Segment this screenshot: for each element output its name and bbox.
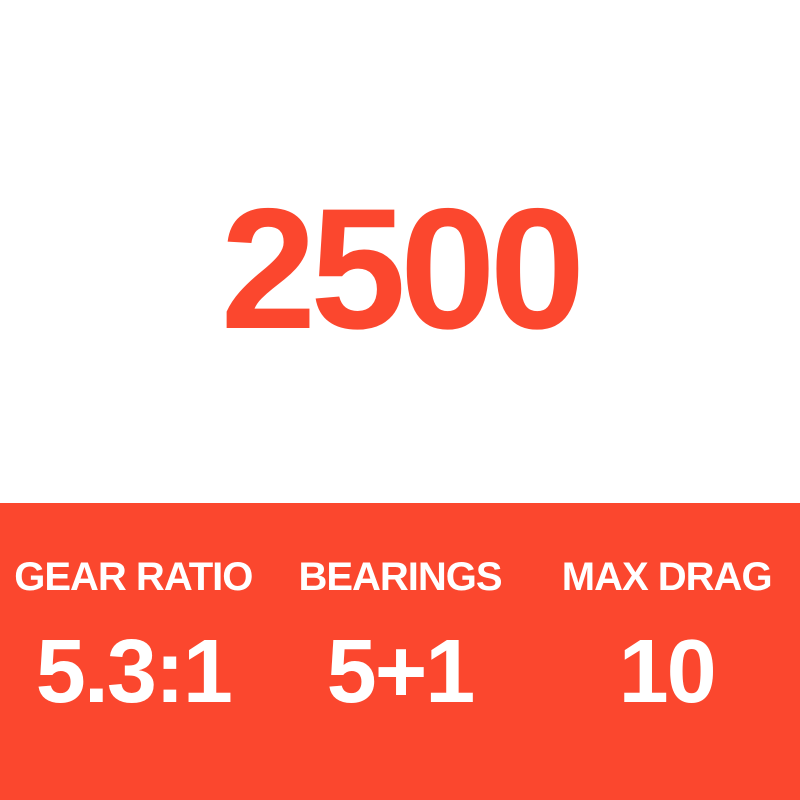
gear-ratio-value: 5.3:1 bbox=[35, 622, 233, 722]
bearings-label: BEARINGS bbox=[298, 555, 502, 599]
gear-ratio-label: GEAR RATIO bbox=[14, 555, 253, 599]
max-drag-value: 10 bbox=[618, 622, 717, 722]
bearings-value: 5+1 bbox=[326, 622, 476, 722]
max-drag-label: MAX DRAG bbox=[561, 555, 773, 599]
spec-col-gear-ratio: GEAR RATIO 5.3:1 bbox=[0, 503, 267, 800]
spec-col-bearings: BEARINGS 5+1 bbox=[267, 503, 534, 800]
model-number: 2500 bbox=[220, 173, 586, 365]
spec-col-max-drag: MAX DRAG 10 bbox=[533, 503, 800, 800]
spec-banner: GEAR RATIO 5.3:1 BEARINGS 5+1 MAX DRAG 1… bbox=[0, 503, 800, 800]
